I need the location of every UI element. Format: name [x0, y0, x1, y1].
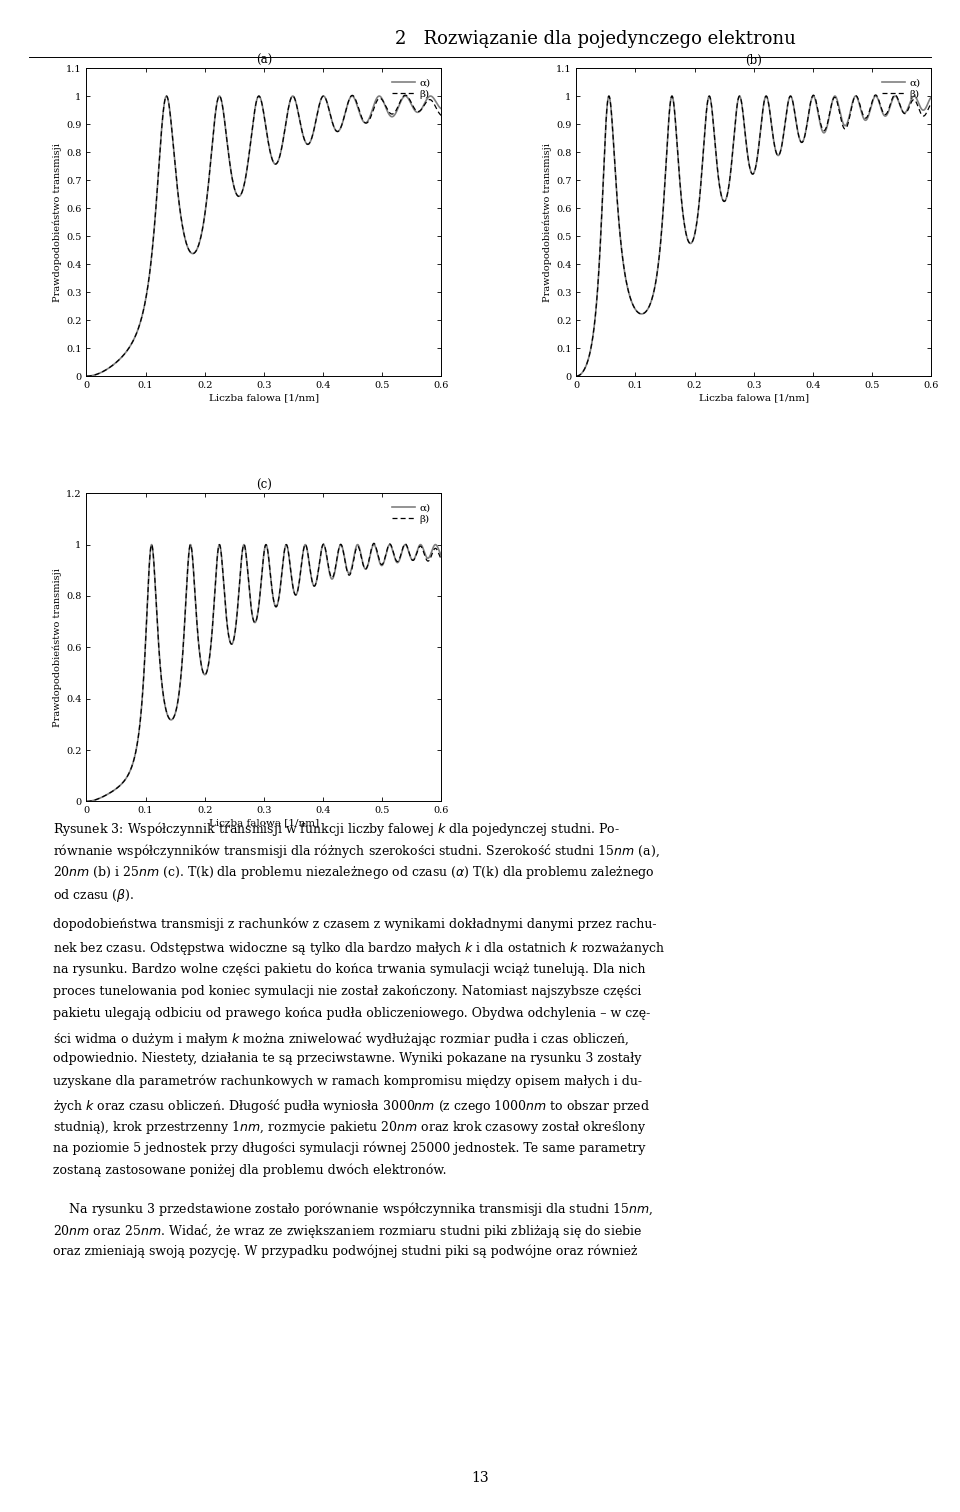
Text: Na rysunku 3 przedstawione zostało porównanie współczynnika transmisji dla studn: Na rysunku 3 przedstawione zostało porów…	[53, 1199, 653, 1217]
Text: 2   Rozwiązanie dla pojedynczego elektronu: 2 Rozwiązanie dla pojedynczego elektronu	[395, 30, 796, 48]
Title: (a): (a)	[255, 54, 272, 67]
Title: (c): (c)	[256, 479, 272, 491]
Y-axis label: Prawdopodobieństwo transmisji: Prawdopodobieństwo transmisji	[52, 142, 61, 301]
Text: uzyskane dla parametrów rachunkowych w ramach kompromisu między opisem małych i : uzyskane dla parametrów rachunkowych w r…	[53, 1075, 642, 1089]
Text: proces tunelowania pod koniec symulacji nie został zakończony. Natomiast najszyb: proces tunelowania pod koniec symulacji …	[53, 984, 641, 998]
Text: 20$nm$ oraz 25$nm$. Widać, że wraz ze zwiększaniem rozmiaru studni piki zbliżają: 20$nm$ oraz 25$nm$. Widać, że wraz ze zw…	[53, 1222, 642, 1240]
Text: 20$nm$ (b) i 25$nm$ (c). T(k) dla problemu niezależnego od czasu ($\alpha$) T(k): 20$nm$ (b) i 25$nm$ (c). T(k) dla proble…	[53, 865, 655, 881]
Text: odpowiednio. Niestety, działania te są przeciwstawne. Wyniki pokazane na rysunku: odpowiednio. Niestety, działania te są p…	[53, 1052, 641, 1064]
Y-axis label: Prawdopodobieństwo transmisji: Prawdopodobieństwo transmisji	[52, 569, 61, 727]
Legend: α), β): α), β)	[880, 76, 923, 101]
Text: żych $k$ oraz czasu obliczeń. Długość pudła wyniosła 3000$nm$ (z czego 1000$nm$ : żych $k$ oraz czasu obliczeń. Długość pu…	[53, 1096, 650, 1114]
Text: Rysunek 3: Współczynnik transmisji w funkcji liczby falowej $k$ dla pojedynczej : Rysunek 3: Współczynnik transmisji w fun…	[53, 820, 619, 838]
Y-axis label: Prawdopodobieństwo transmisji: Prawdopodobieństwo transmisji	[542, 142, 552, 301]
Text: od czasu ($\beta$).: od czasu ($\beta$).	[53, 886, 134, 904]
X-axis label: Liczba falowa [1/nm]: Liczba falowa [1/nm]	[699, 393, 808, 402]
Text: studnią), krok przestrzenny 1$nm$, rozmycie pakietu 20$nm$ oraz krok czasowy zos: studnią), krok przestrzenny 1$nm$, rozmy…	[53, 1119, 646, 1136]
Legend: α), β): α), β)	[390, 502, 433, 526]
Text: zostaną zastosowane poniżej dla problemu dwóch elektronów.: zostaną zastosowane poniżej dla problemu…	[53, 1164, 446, 1178]
Title: (b): (b)	[745, 54, 762, 67]
X-axis label: Liczba falowa [1/nm]: Liczba falowa [1/nm]	[209, 818, 319, 827]
Text: pakietu ulegają odbiciu od prawego końca pudła obliczeniowego. Obydwa odchylenia: pakietu ulegają odbiciu od prawego końca…	[53, 1007, 650, 1021]
Text: na rysunku. Bardzo wolne części pakietu do końca trwania symulacji wciąż tuneluj: na rysunku. Bardzo wolne części pakietu …	[53, 963, 645, 975]
Text: nek bez czasu. Odstępstwa widoczne są tylko dla bardzo małych $k$ i dla ostatnic: nek bez czasu. Odstępstwa widoczne są ty…	[53, 940, 665, 957]
Text: ści widma o dużym i małym $k$ można zniwelować wydłużając rozmiar pudła i czas o: ści widma o dużym i małym $k$ można zniw…	[53, 1030, 629, 1048]
Text: na poziomie 5 jednostek przy długości symulacji równej 25000 jednostek. Te same : na poziomie 5 jednostek przy długości sy…	[53, 1142, 645, 1155]
Text: dopodobieństwa transmisji z rachunków z czasem z wynikami dokładnymi danymi prze: dopodobieństwa transmisji z rachunków z …	[53, 918, 657, 931]
X-axis label: Liczba falowa [1/nm]: Liczba falowa [1/nm]	[209, 393, 319, 402]
Legend: α), β): α), β)	[390, 76, 433, 101]
Text: 13: 13	[471, 1471, 489, 1485]
Text: równanie współczynników transmisji dla różnych szerokości studni. Szerokość stud: równanie współczynników transmisji dla r…	[53, 842, 660, 860]
Text: oraz zmieniają swoją pozycję. W przypadku podwójnej studni piki są podwójne oraz: oraz zmieniają swoją pozycję. W przypadk…	[53, 1244, 637, 1258]
